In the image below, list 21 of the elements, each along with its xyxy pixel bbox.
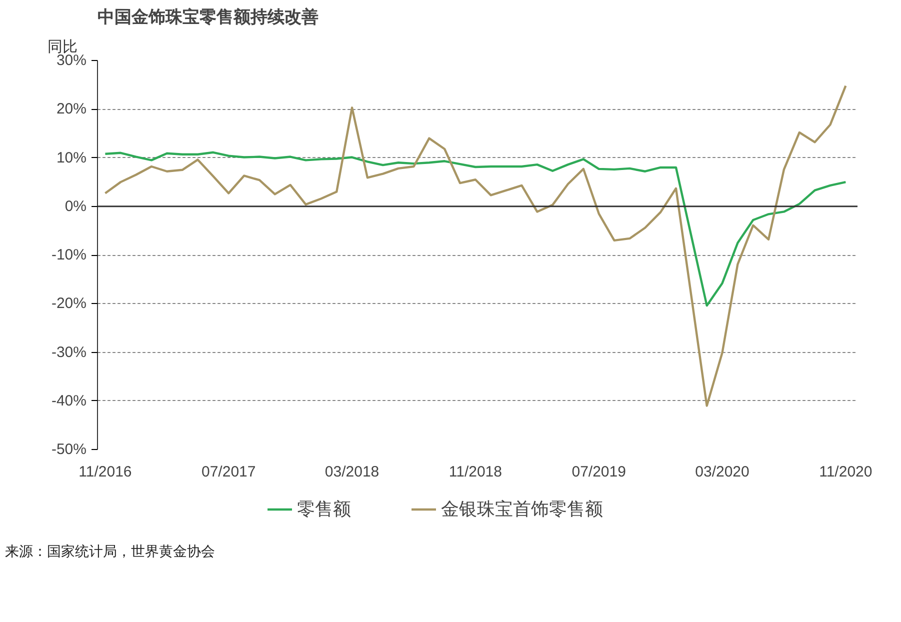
x-tick-label: 11/2016	[78, 464, 132, 480]
line-series	[104, 84, 847, 407]
y-tick-label: -10%	[51, 246, 87, 264]
x-tick-label: 03/2020	[695, 464, 750, 480]
x-tick-label: 11/2018	[448, 464, 502, 480]
x-tick-label: 07/2017	[202, 464, 256, 480]
x-tick-label: 11/2020	[819, 464, 872, 480]
y-tick-label: -40%	[51, 392, 87, 410]
y-tick-label: 20%	[56, 100, 87, 118]
y-tick-label: 10%	[56, 149, 87, 166]
legend-label: 零售额	[297, 498, 351, 521]
y-tick-label: -20%	[51, 295, 87, 312]
chart-title: 中国金饰珠宝零售额持续改善	[98, 6, 318, 26]
y-tick-label: -30%	[51, 344, 87, 361]
y-tick-label: 0%	[64, 198, 87, 215]
line-series	[104, 151, 847, 307]
source-note: 来源：国家统计局，世界黄金协会	[5, 542, 215, 561]
y-tick-label: -50%	[51, 441, 87, 458]
legend-label: 金银珠宝首饰零售额	[441, 498, 603, 521]
x-tick-label: 03/2018	[324, 464, 380, 480]
x-tick-label: 07/2019	[572, 464, 626, 480]
